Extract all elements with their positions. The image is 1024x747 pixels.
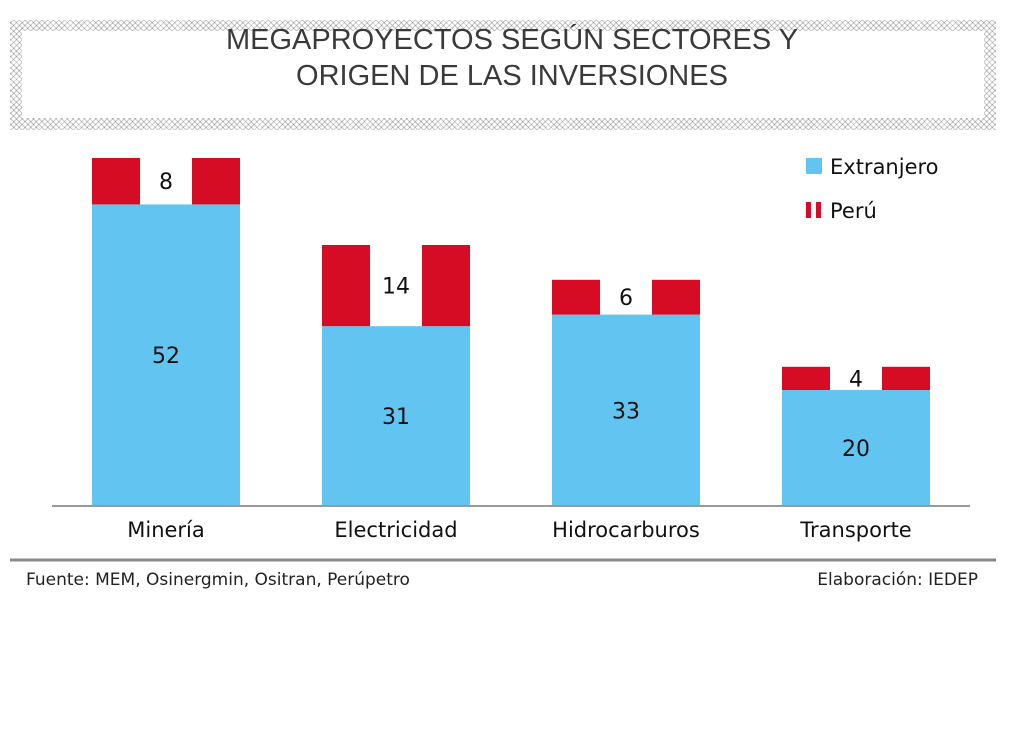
data-label-extranjero: 33	[612, 399, 640, 424]
bar-peru-left-stripe	[552, 279, 600, 315]
bar-extranjero	[782, 390, 930, 506]
data-label-extranjero: 31	[382, 405, 410, 430]
source-note: Fuente: MEM, Osinergmin, Ositran, Perúpe…	[26, 570, 410, 590]
bar-extranjero	[322, 326, 470, 506]
data-label-peru: 4	[849, 367, 863, 392]
bar-peru-left-stripe	[782, 366, 830, 390]
data-label-peru: 8	[159, 170, 173, 195]
chart-title: MEGAPROYECTOS SEGÚN SECTORES Y ORIGEN DE…	[0, 22, 1024, 94]
category-label: Minería	[127, 518, 205, 542]
chart-title-line-1: MEGAPROYECTOS SEGÚN SECTORES Y	[225, 24, 799, 56]
category-label: Hidrocarburos	[552, 518, 700, 542]
data-label-peru: 14	[382, 275, 410, 300]
legend-swatch-extranjero	[806, 158, 822, 174]
title-frame	[10, 20, 996, 130]
category-label: Transporte	[799, 518, 911, 542]
legend-swatch-peru-right	[816, 202, 821, 218]
bar-peru-right-stripe	[882, 366, 930, 390]
legend-swatch-peru-left	[806, 202, 811, 218]
legend-label-extranjero: Extranjero	[830, 155, 939, 179]
category-label: Electricidad	[334, 518, 457, 542]
title-frame-inner	[22, 31, 984, 118]
bar-peru-left-stripe	[92, 158, 140, 205]
legend-label-peru: Perú	[830, 199, 877, 223]
bar-extranjero	[92, 204, 240, 506]
bar-peru-right-stripe	[652, 279, 700, 315]
bar-peru-left-stripe	[322, 245, 370, 327]
data-label-extranjero: 20	[842, 437, 870, 462]
data-label-peru: 6	[619, 286, 633, 311]
credit-note: Elaboración: IEDEP	[817, 570, 978, 590]
bar-peru-right-stripe	[422, 245, 470, 327]
bar-peru-right-stripe	[192, 158, 240, 205]
bar-extranjero	[552, 314, 700, 506]
data-label-extranjero: 52	[152, 344, 180, 369]
chart-title-line-2: ORIGEN DE LAS INVERSIONES	[296, 60, 728, 92]
